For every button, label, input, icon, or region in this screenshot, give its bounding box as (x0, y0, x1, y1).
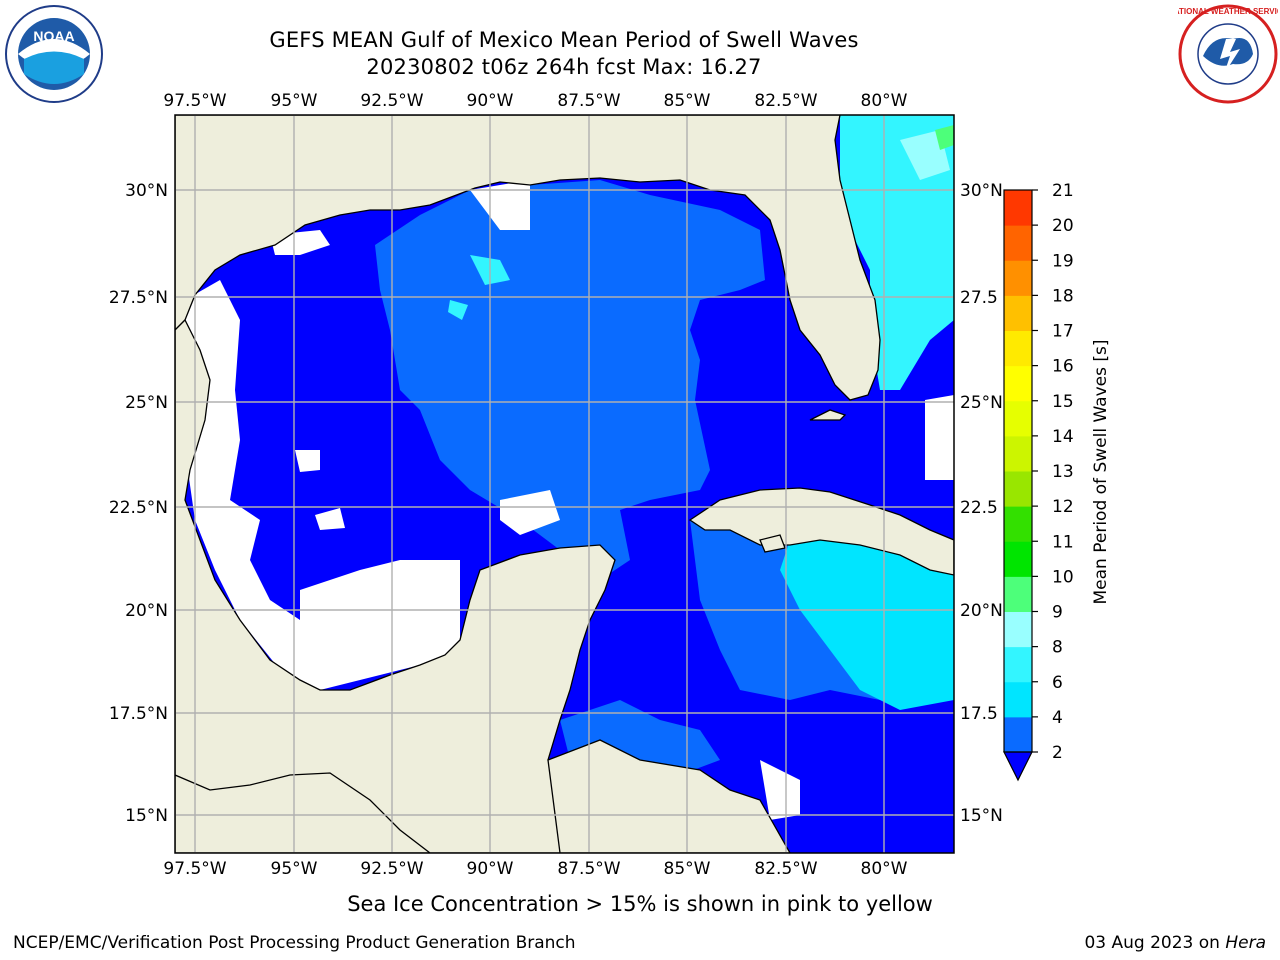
lat-tick-label: 20°N (960, 601, 1003, 621)
colorbar-segment (1004, 506, 1032, 542)
lon-tick-label: 97.5°W (163, 91, 226, 111)
colorbar-segment (1004, 646, 1032, 683)
lon-tick-label: 92.5°W (360, 91, 423, 111)
lon-tick-label: 85°W (664, 91, 711, 111)
no-data-mexico-coast (185, 280, 460, 690)
noaa-logo: NOAA (5, 5, 103, 103)
colorbar-tick-label: 12 (1052, 497, 1074, 517)
lat-tick-label: 17.5 (960, 704, 998, 724)
footer-host: Hera (1225, 933, 1266, 953)
noaa-logo-text: NOAA (33, 28, 74, 44)
lon-tick-label: 90°W (467, 859, 514, 879)
lat-tick-label: 20°N (125, 601, 168, 621)
colorbar-segment (1004, 576, 1032, 612)
lat-tick-label: 17.5°N (109, 704, 168, 724)
land-jamaica (759, 534, 786, 553)
colorbar-segment (1004, 190, 1032, 226)
lon-tick-label: 95°W (271, 859, 318, 879)
colorbar-tick-label: 4 (1052, 708, 1063, 728)
lat-tick-label: 15°N (960, 806, 1003, 826)
map-area (175, 115, 954, 853)
colorbar-segment (1004, 295, 1032, 331)
lon-tick-label: 80°W (861, 859, 908, 879)
lat-tick-label: 25°N (960, 393, 1003, 413)
colorbar-tick-label: 17 (1052, 322, 1074, 342)
land-cuba (688, 487, 954, 576)
colorbar-segment (1004, 611, 1032, 648)
colorbar-segment (1004, 225, 1032, 261)
lat-tick-label: 22.5 (960, 498, 998, 518)
lon-tick-label: 87.5°W (557, 91, 620, 111)
lat-labels-left: 30°N 27.5°N 25°N 22.5°N 20°N 17.5°N 15°N (109, 181, 168, 826)
ice-note: Sea Ice Concentration > 15% is shown in … (347, 892, 933, 916)
lon-tick-label: 90°W (467, 91, 514, 111)
lat-tick-label: 30°N (125, 181, 168, 201)
colorbar-segment (1004, 541, 1032, 577)
colorbar-segment (1004, 330, 1032, 367)
colorbar-label: Mean Period of Swell Waves [s] (1091, 340, 1111, 605)
footer-date-text: 03 Aug 2023 on (1084, 933, 1226, 953)
land-florida-keys (809, 409, 847, 421)
colorbar: 2 4 6 8 9 10 11 12 13 14 15 16 17 18 19 20 21 (1003, 181, 1074, 782)
lat-tick-label: 30°N (960, 181, 1003, 201)
footer-date: 03 Aug 2023 on Hera (1084, 933, 1266, 953)
lat-tick-label: 27.5 (960, 288, 998, 308)
colorbar-tick-label: 9 (1052, 603, 1063, 623)
lat-labels-right: 30°N 27.5 25°N 22.5 20°N 17.5 15°N (960, 181, 1003, 826)
colorbar-tick-label: 8 (1052, 638, 1063, 658)
lat-tick-label: 15°N (125, 806, 168, 826)
colorbar-tick-label: 16 (1052, 357, 1074, 377)
lat-tick-label: 25°N (125, 393, 168, 413)
grid (175, 115, 954, 853)
map-subtitle: 20230802 t06z 264h fcst Max: 16.27 (366, 55, 762, 79)
lon-tick-label: 87.5°W (557, 859, 620, 879)
colorbar-segment (1004, 365, 1032, 402)
nws-logo-text: NATIONAL WEATHER SERVICE (1178, 7, 1278, 16)
map-frame (174, 114, 955, 854)
colorbar-segment (1004, 681, 1032, 718)
colorbar-tick-label: 10 (1052, 567, 1074, 587)
lon-tick-label: 85°W (664, 859, 711, 879)
lon-labels-bottom: 97.5°W 95°W 92.5°W 90°W 87.5°W 85°W 82.5°W 80°W (163, 859, 907, 879)
colorbar-under-arrow (1003, 751, 1033, 782)
colorbar-tick-label: 2 (1052, 743, 1063, 763)
lon-labels-top: 97.5°W 95°W 92.5°W 90°W 87.5°W 85°W 82.5°W 80°W (163, 91, 907, 111)
land-mexico (175, 318, 791, 853)
land-us-gulf-coast (175, 115, 881, 401)
lat-tick-label: 22.5°N (109, 498, 168, 518)
swell-region-east-caribbean (780, 530, 954, 710)
lon-tick-label: 80°W (861, 91, 908, 111)
land-honduras (547, 739, 791, 853)
colorbar-segment (1004, 260, 1032, 296)
lon-tick-label: 82.5°W (754, 91, 817, 111)
colorbar-tick-label: 14 (1052, 427, 1074, 447)
swell-region-atlantic (840, 115, 954, 390)
land-masses (175, 115, 954, 853)
colorbar-segment (1004, 716, 1032, 753)
colorbar-tick-label: 15 (1052, 392, 1074, 412)
lon-tick-label: 82.5°W (754, 859, 817, 879)
swell-region-central-gulf (375, 180, 765, 580)
colorbar-segment (1004, 400, 1032, 437)
colorbar-tick-label: 6 (1052, 673, 1063, 693)
colorbar-tick-label: 18 (1052, 286, 1074, 306)
lon-tick-label: 92.5°W (360, 859, 423, 879)
footer-credit: NCEP/EMC/Verification Post Processing Pr… (13, 933, 576, 953)
colorbar-tick-label: 19 (1052, 251, 1074, 271)
colorbar-tick-label: 20 (1052, 216, 1074, 236)
lat-tick-label: 27.5°N (109, 288, 168, 308)
colorbar-segment (1004, 471, 1032, 507)
map-title: GEFS MEAN Gulf of Mexico Mean Period of … (269, 28, 859, 52)
lon-tick-label: 97.5°W (163, 859, 226, 879)
colorbar-segment (1004, 435, 1032, 472)
nws-logo: NATIONAL WEATHER SERVICE (1178, 4, 1278, 104)
colorbar-tick-label: 11 (1052, 532, 1074, 552)
colorbar-tick-label: 21 (1052, 181, 1074, 201)
lon-tick-label: 95°W (271, 91, 318, 111)
colorbar-tick-label: 13 (1052, 462, 1074, 482)
